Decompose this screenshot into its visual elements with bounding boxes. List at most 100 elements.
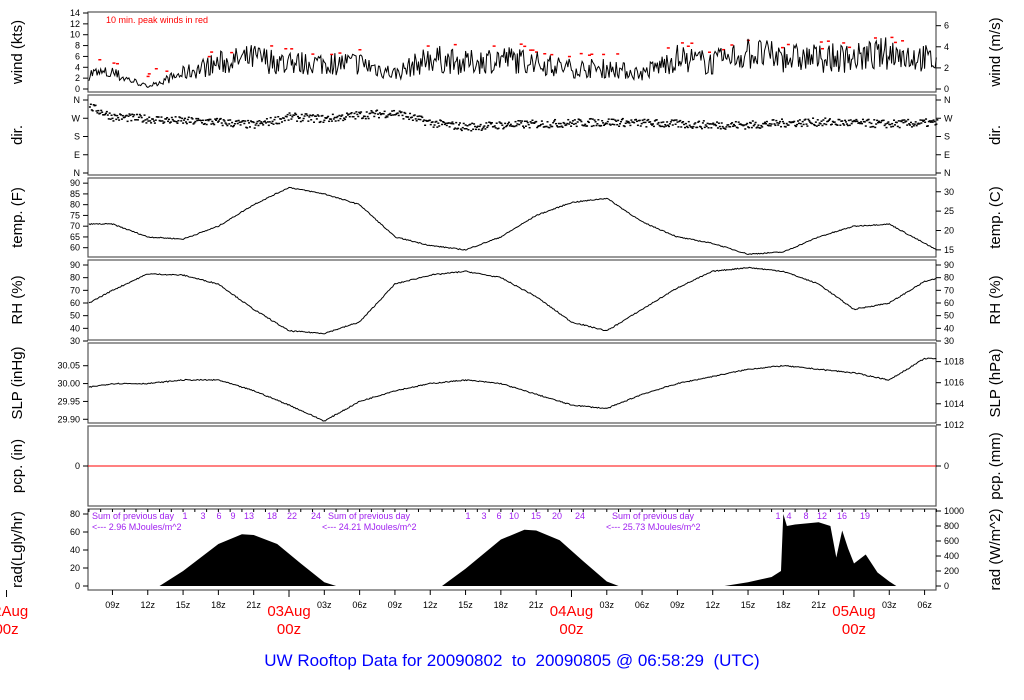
dir-point bbox=[436, 126, 439, 128]
dir-point bbox=[89, 103, 92, 106]
dir-point bbox=[219, 117, 222, 120]
dir-point bbox=[614, 119, 617, 121]
wind-peak-mark bbox=[579, 52, 583, 55]
wind-frame bbox=[87, 11, 937, 93]
dir-point bbox=[636, 124, 639, 127]
dir-point bbox=[514, 120, 517, 123]
dir-point bbox=[144, 119, 147, 121]
dir-point bbox=[561, 126, 564, 128]
dir-point bbox=[274, 116, 277, 119]
x-date-label: 04Aug bbox=[550, 603, 593, 620]
dir-point bbox=[704, 124, 707, 126]
dir-point bbox=[373, 115, 376, 118]
dir-point bbox=[139, 115, 142, 117]
wind-peak-mark bbox=[567, 55, 571, 58]
dir-point bbox=[453, 128, 456, 130]
dir-point bbox=[882, 119, 885, 122]
dir-point bbox=[828, 119, 831, 121]
dir-point bbox=[732, 123, 735, 126]
rad-sum-label: Sum of previous day bbox=[328, 511, 411, 521]
dir-point bbox=[243, 122, 246, 125]
dir-point bbox=[633, 121, 636, 124]
dir-point bbox=[457, 127, 460, 130]
dir-point bbox=[807, 118, 810, 121]
dir-point bbox=[685, 125, 688, 128]
dir-point bbox=[157, 116, 160, 118]
dir-point bbox=[197, 117, 200, 120]
dir-point bbox=[333, 116, 336, 119]
dir-point bbox=[163, 121, 166, 123]
dir-point bbox=[787, 124, 790, 126]
dir-ytick-label-right: N bbox=[944, 95, 951, 105]
rad-hour-tick: 3 bbox=[481, 511, 486, 521]
dir-point bbox=[513, 125, 516, 128]
dir-point bbox=[168, 118, 171, 121]
wind-line bbox=[88, 37, 937, 88]
rh-ytick-label: 30 bbox=[70, 336, 80, 346]
dir-point bbox=[293, 114, 296, 116]
wind-peak-mark bbox=[680, 42, 684, 44]
wind-peak-mark bbox=[112, 62, 116, 64]
dir-point bbox=[716, 121, 719, 123]
dir-point bbox=[455, 121, 458, 124]
dir-point bbox=[490, 123, 493, 125]
dir-point bbox=[785, 122, 788, 125]
dir-point bbox=[638, 119, 641, 122]
dir-point bbox=[806, 125, 809, 127]
dir-point bbox=[567, 118, 570, 121]
dir-point bbox=[348, 115, 351, 118]
dir-point bbox=[521, 120, 524, 122]
dir-point bbox=[189, 121, 192, 123]
rad-hour-tick: 8 bbox=[803, 511, 808, 521]
wind-ytick-label: 0 bbox=[75, 84, 80, 94]
dir-point bbox=[897, 120, 900, 122]
dir-point bbox=[719, 128, 722, 130]
wind-peak-mark bbox=[602, 53, 606, 56]
dir-point bbox=[658, 124, 661, 127]
dir-point bbox=[545, 125, 548, 128]
dir-point bbox=[794, 124, 797, 127]
dir-point bbox=[549, 124, 552, 126]
dir-point bbox=[935, 123, 938, 125]
dir-point bbox=[404, 112, 407, 115]
dir-point bbox=[519, 120, 522, 122]
rad-hour-tick: 12 bbox=[817, 511, 827, 521]
dir-point bbox=[296, 120, 299, 122]
wind-peak-mark bbox=[786, 43, 790, 46]
dir-point bbox=[112, 120, 115, 122]
dir-point bbox=[813, 124, 816, 127]
dir-point bbox=[160, 116, 163, 118]
dir-point bbox=[920, 122, 923, 124]
dir-point bbox=[99, 112, 102, 115]
dir-point bbox=[524, 125, 527, 127]
dir-point bbox=[203, 122, 206, 125]
dir-point bbox=[724, 128, 727, 130]
dir-point bbox=[493, 125, 496, 127]
dir-point bbox=[859, 122, 862, 125]
dir-point bbox=[595, 124, 598, 127]
dir-point bbox=[870, 122, 873, 125]
dir-point bbox=[299, 120, 302, 123]
dir-point bbox=[96, 112, 99, 114]
dir-point bbox=[440, 120, 443, 122]
dir-point bbox=[904, 121, 907, 123]
dir-point bbox=[248, 126, 251, 128]
dir-point bbox=[153, 122, 156, 124]
wind-ytick-label-right: 4 bbox=[944, 42, 949, 52]
dir-point bbox=[308, 116, 311, 118]
rad-sum-label: Sum of previous day bbox=[612, 511, 695, 521]
dir-point bbox=[421, 116, 424, 119]
dir-point bbox=[651, 124, 654, 126]
wind-peak-mark bbox=[890, 36, 894, 39]
rad-hour-tick: 6 bbox=[216, 511, 221, 521]
dir-point bbox=[133, 114, 136, 116]
rad-hour-tick: 15 bbox=[531, 511, 541, 521]
dir-point bbox=[161, 120, 164, 122]
dir-point bbox=[272, 123, 275, 125]
dir-point bbox=[618, 125, 621, 128]
dir-point bbox=[464, 124, 467, 126]
rad-hour-tick: 24 bbox=[575, 511, 585, 521]
dir-point bbox=[611, 123, 614, 126]
dir-point bbox=[608, 123, 611, 125]
dir-point bbox=[909, 124, 912, 126]
